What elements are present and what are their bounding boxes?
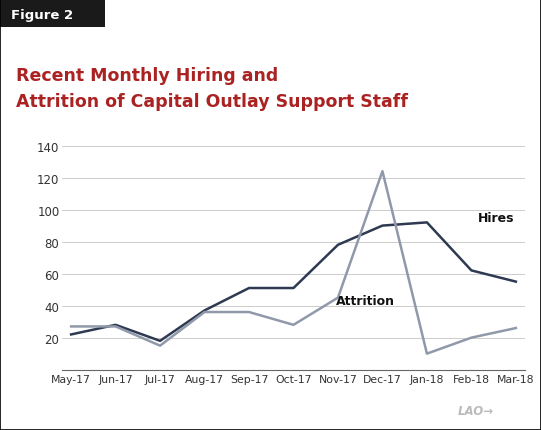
- Text: Attrition of Capital Outlay Support Staff: Attrition of Capital Outlay Support Staf…: [16, 92, 408, 111]
- Text: Attrition: Attrition: [336, 295, 395, 307]
- Text: Recent Monthly Hiring and: Recent Monthly Hiring and: [16, 67, 279, 85]
- Text: Hires: Hires: [478, 212, 514, 224]
- Text: Figure 2: Figure 2: [11, 9, 72, 22]
- Text: LAO→: LAO→: [458, 404, 494, 417]
